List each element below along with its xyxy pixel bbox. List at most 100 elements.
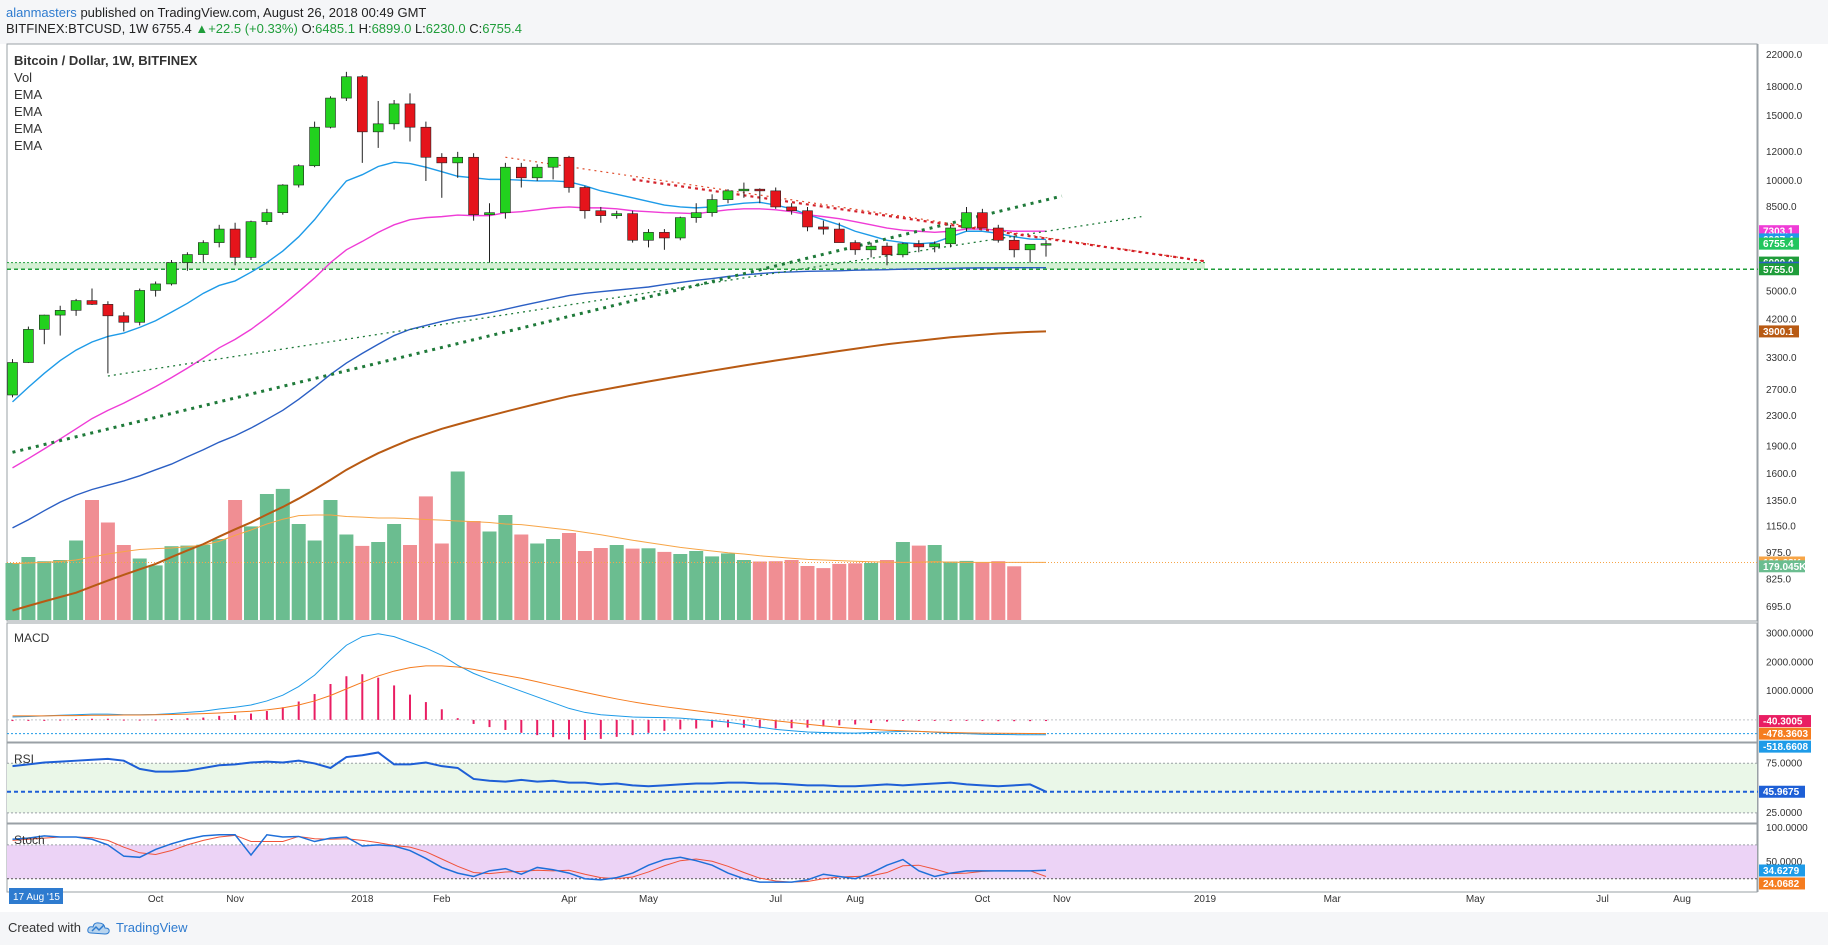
candle	[913, 240, 925, 253]
legend-item-ema-1[interactable]: EMA	[14, 87, 43, 102]
macd-histogram-bar	[440, 709, 443, 720]
volume-ma-line	[12, 514, 1046, 565]
volume-bar	[434, 543, 449, 620]
macd-pane-frame	[6, 622, 1758, 743]
tradingview-cloud-icon	[87, 922, 110, 935]
candle	[674, 216, 686, 241]
candle	[706, 194, 718, 217]
macd-histogram-bar	[59, 719, 62, 721]
candle	[547, 156, 559, 180]
legend-item-ema-2[interactable]: EMA	[14, 104, 43, 119]
trendline-2	[12, 194, 1063, 454]
volume-bar	[148, 565, 163, 620]
last-price: 6755.4	[151, 21, 192, 36]
candle-body	[913, 243, 925, 248]
time-cursor-badge: 17 Aug '15	[13, 892, 60, 903]
candle-body	[563, 156, 575, 188]
volume-bar	[482, 531, 497, 620]
candle-body	[627, 213, 638, 241]
volume-bar	[196, 544, 211, 620]
legend-item-vol[interactable]: Vol	[14, 70, 33, 85]
volume-bar	[339, 534, 354, 620]
macd-histogram-bar	[27, 719, 30, 721]
candle	[770, 187, 782, 209]
price-badge-bg-8	[1759, 560, 1805, 573]
macd-label[interactable]: MACD	[14, 631, 50, 645]
header-bar: alanmasters published on TradingView.com…	[0, 0, 1828, 44]
candle	[293, 164, 305, 188]
high-label: H:	[358, 21, 372, 36]
volume-bar	[927, 545, 942, 620]
candle	[738, 182, 750, 198]
volume-bar	[21, 557, 36, 620]
price-tick-label-12: 2700.0	[1766, 385, 1797, 396]
price-badge-bg-5	[1759, 263, 1799, 276]
macd-histogram-bar	[106, 718, 109, 720]
candle-body	[54, 310, 66, 316]
rsi-label[interactable]: RSI	[14, 752, 35, 766]
candle-body	[945, 227, 956, 245]
candle	[166, 259, 177, 286]
candle	[245, 220, 257, 260]
legend-title: Bitcoin / Dollar, 1W, BITFINEX	[14, 53, 198, 68]
volume-bar	[307, 540, 322, 620]
macd-histogram-bar	[361, 674, 364, 720]
macd-histogram-bar	[552, 719, 555, 738]
volume-bar	[768, 561, 783, 620]
volume-bar	[85, 500, 99, 620]
candle	[881, 242, 893, 266]
candle-body	[786, 206, 797, 212]
legend-item-ema-4[interactable]: EMA	[14, 138, 43, 153]
tradingview-brand-link[interactable]: TradingView	[116, 920, 188, 935]
legend-item-ema-3[interactable]: EMA	[14, 121, 43, 136]
price-tick-label-3: 12000.0	[1766, 147, 1803, 158]
candle-body	[897, 243, 909, 256]
candle	[595, 206, 607, 223]
candle	[309, 121, 320, 168]
price-tick-label-14: 1900.0	[1766, 441, 1797, 452]
published-line: alanmasters published on TradingView.com…	[6, 5, 426, 20]
candle	[452, 151, 464, 178]
stoch-label[interactable]: Stoch	[14, 833, 45, 847]
macd-histogram-bar	[122, 719, 125, 721]
candle	[627, 210, 638, 243]
time-label-2: Nov	[226, 894, 244, 905]
volume-bar	[562, 533, 576, 620]
close-value: 6755.4	[482, 21, 522, 36]
candle-body	[674, 217, 686, 239]
candle	[1008, 235, 1020, 258]
rsi-tick-label-0: 75.0000	[1766, 758, 1803, 769]
close-label: C:	[469, 21, 483, 36]
support-zone	[7, 262, 1205, 270]
candle	[833, 222, 845, 243]
volume-bar	[244, 526, 258, 620]
candle	[182, 252, 193, 271]
candle	[468, 153, 479, 221]
candle	[341, 71, 352, 101]
volume-bar	[132, 558, 147, 620]
author-link[interactable]: alanmasters	[6, 5, 77, 20]
macd-histogram-bar	[615, 719, 618, 737]
candle	[7, 359, 18, 398]
volume-bar	[403, 545, 417, 620]
volume-bar	[498, 515, 513, 620]
time-label-11: 2019	[1194, 894, 1217, 905]
candle-body	[881, 245, 893, 256]
volume-bar	[228, 500, 243, 620]
volume-bar	[275, 488, 290, 620]
macd-histogram-bar	[170, 719, 173, 721]
candle	[579, 185, 591, 219]
chart-legend: Bitcoin / Dollar, 1W, BITFINEX Vol EMA E…	[14, 52, 197, 154]
up-arrow-icon: ▲	[195, 21, 209, 36]
macd-line	[12, 633, 1046, 736]
open-label: O:	[301, 21, 316, 36]
volume-bar	[752, 561, 767, 620]
stoch-tick-label-1: 50.0000	[1766, 857, 1803, 868]
time-label-5: Apr	[561, 894, 577, 905]
macd-histogram-bar	[631, 719, 634, 736]
macd-histogram-bar	[297, 701, 300, 720]
rsi-line	[12, 751, 1047, 793]
volume-bar	[323, 500, 338, 620]
main-pane-frame	[6, 43, 1758, 622]
